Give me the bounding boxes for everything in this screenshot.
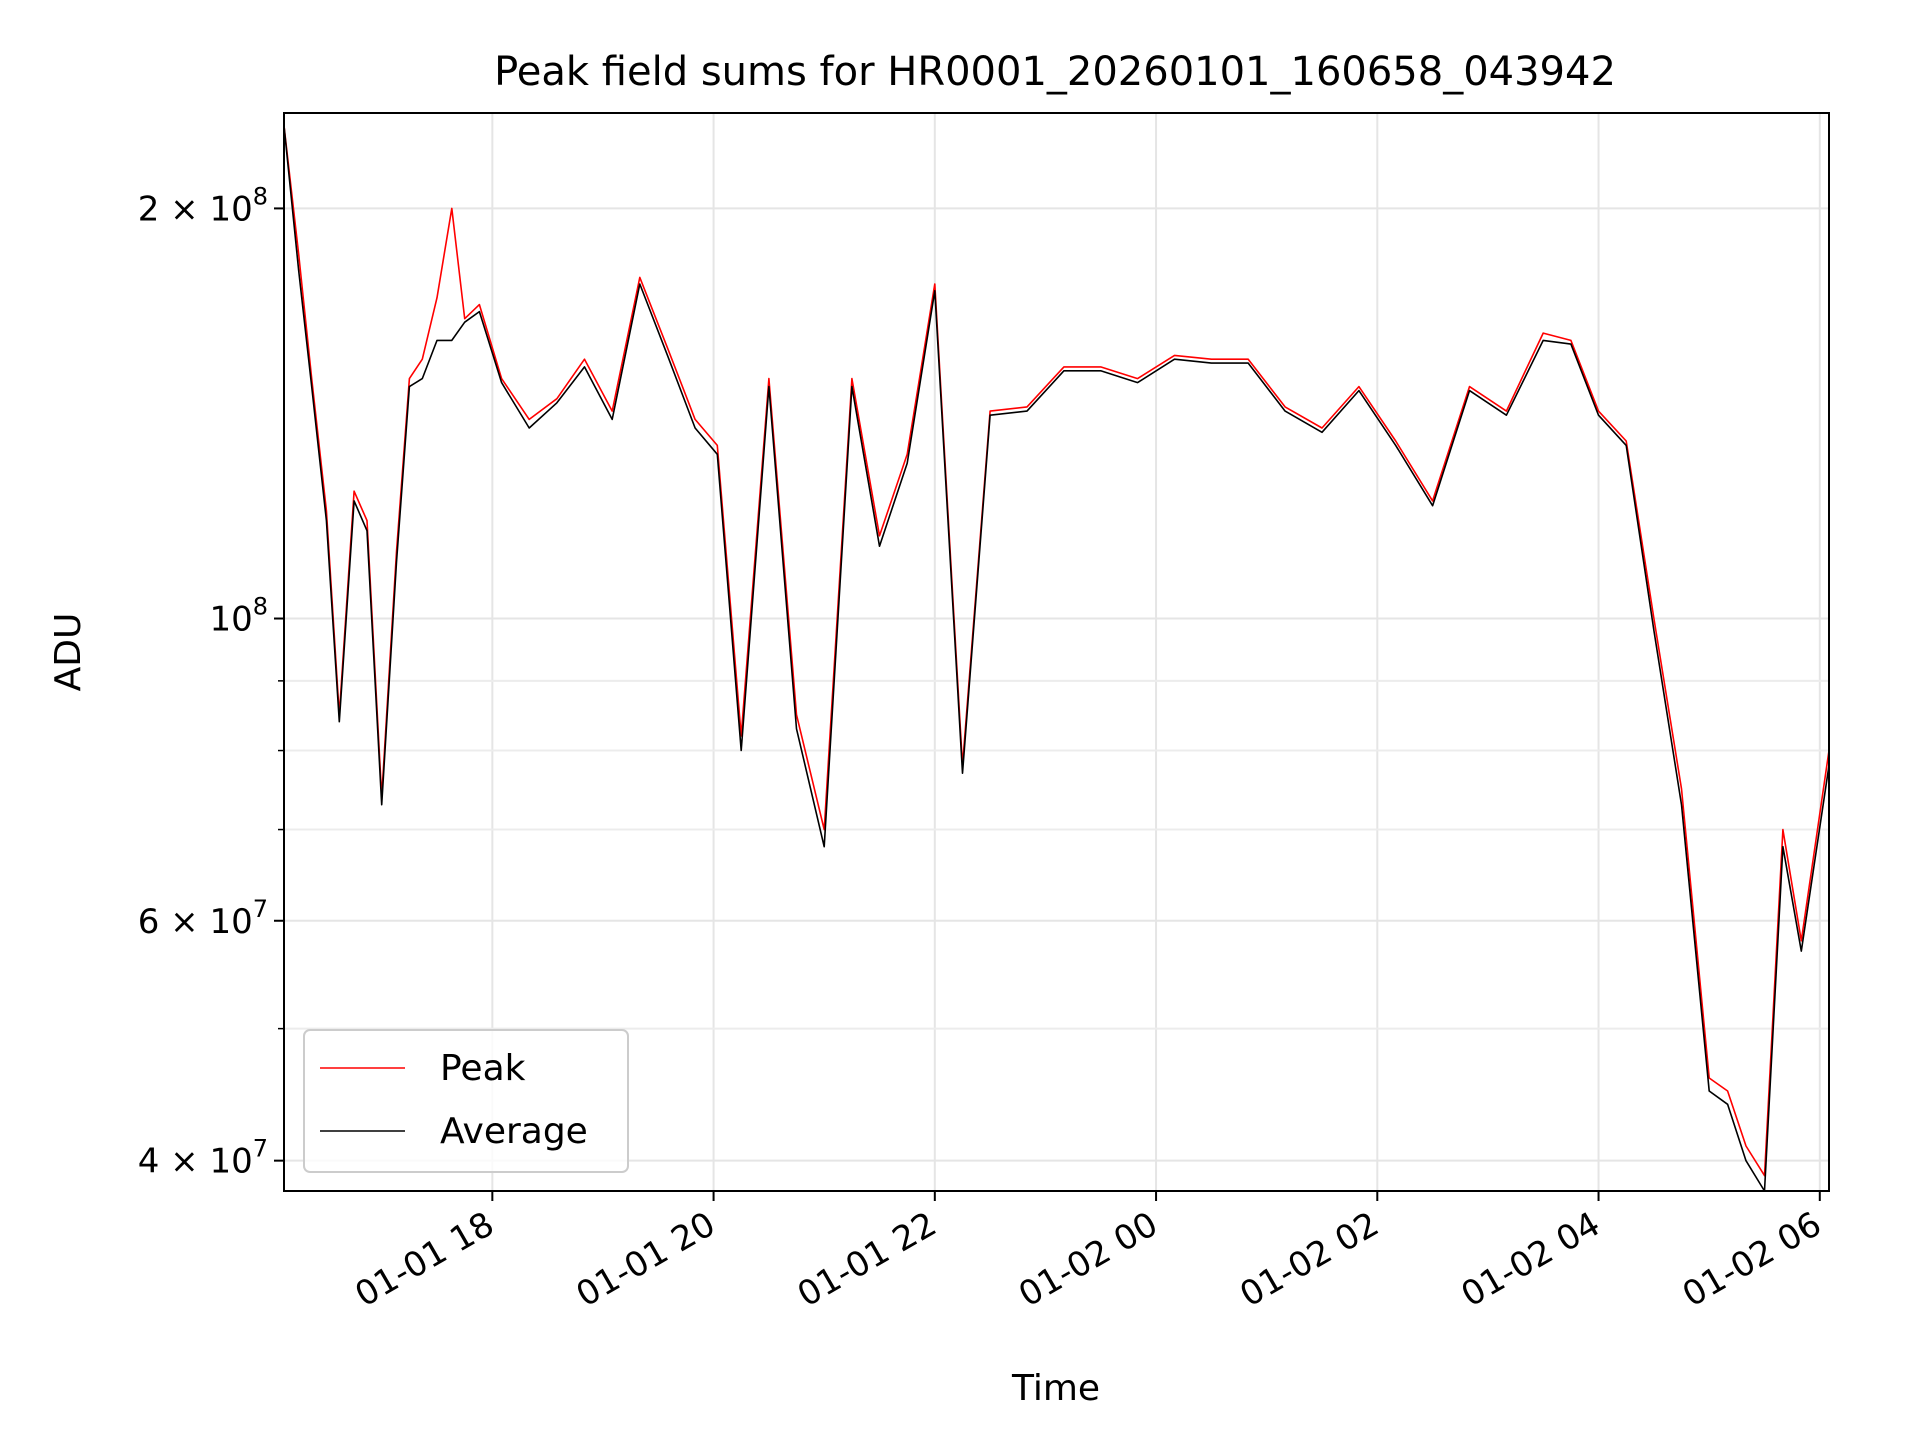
series-layer [283,125,1830,1192]
legend-label-average: Average [440,1111,588,1152]
x-axis-label: Time [1011,1368,1100,1409]
chart-title: Peak field sums for HR0001_20260101_1606… [494,49,1616,95]
plot-frame [283,112,1830,1192]
y-tick-label: 4 × 107 [138,1135,268,1182]
legend: Peak Average [303,1029,629,1173]
y-tick-label: 6 × 107 [138,895,268,942]
y-tick-label: 108 [209,593,268,640]
legend-box [303,1029,629,1173]
legend-label-peak: Peak [440,1048,526,1089]
series-line-peak [283,125,1830,1177]
series-line-average [283,125,1830,1192]
y-tick-label: 2 × 108 [138,182,268,229]
y-axis-label: ADU [48,613,89,692]
